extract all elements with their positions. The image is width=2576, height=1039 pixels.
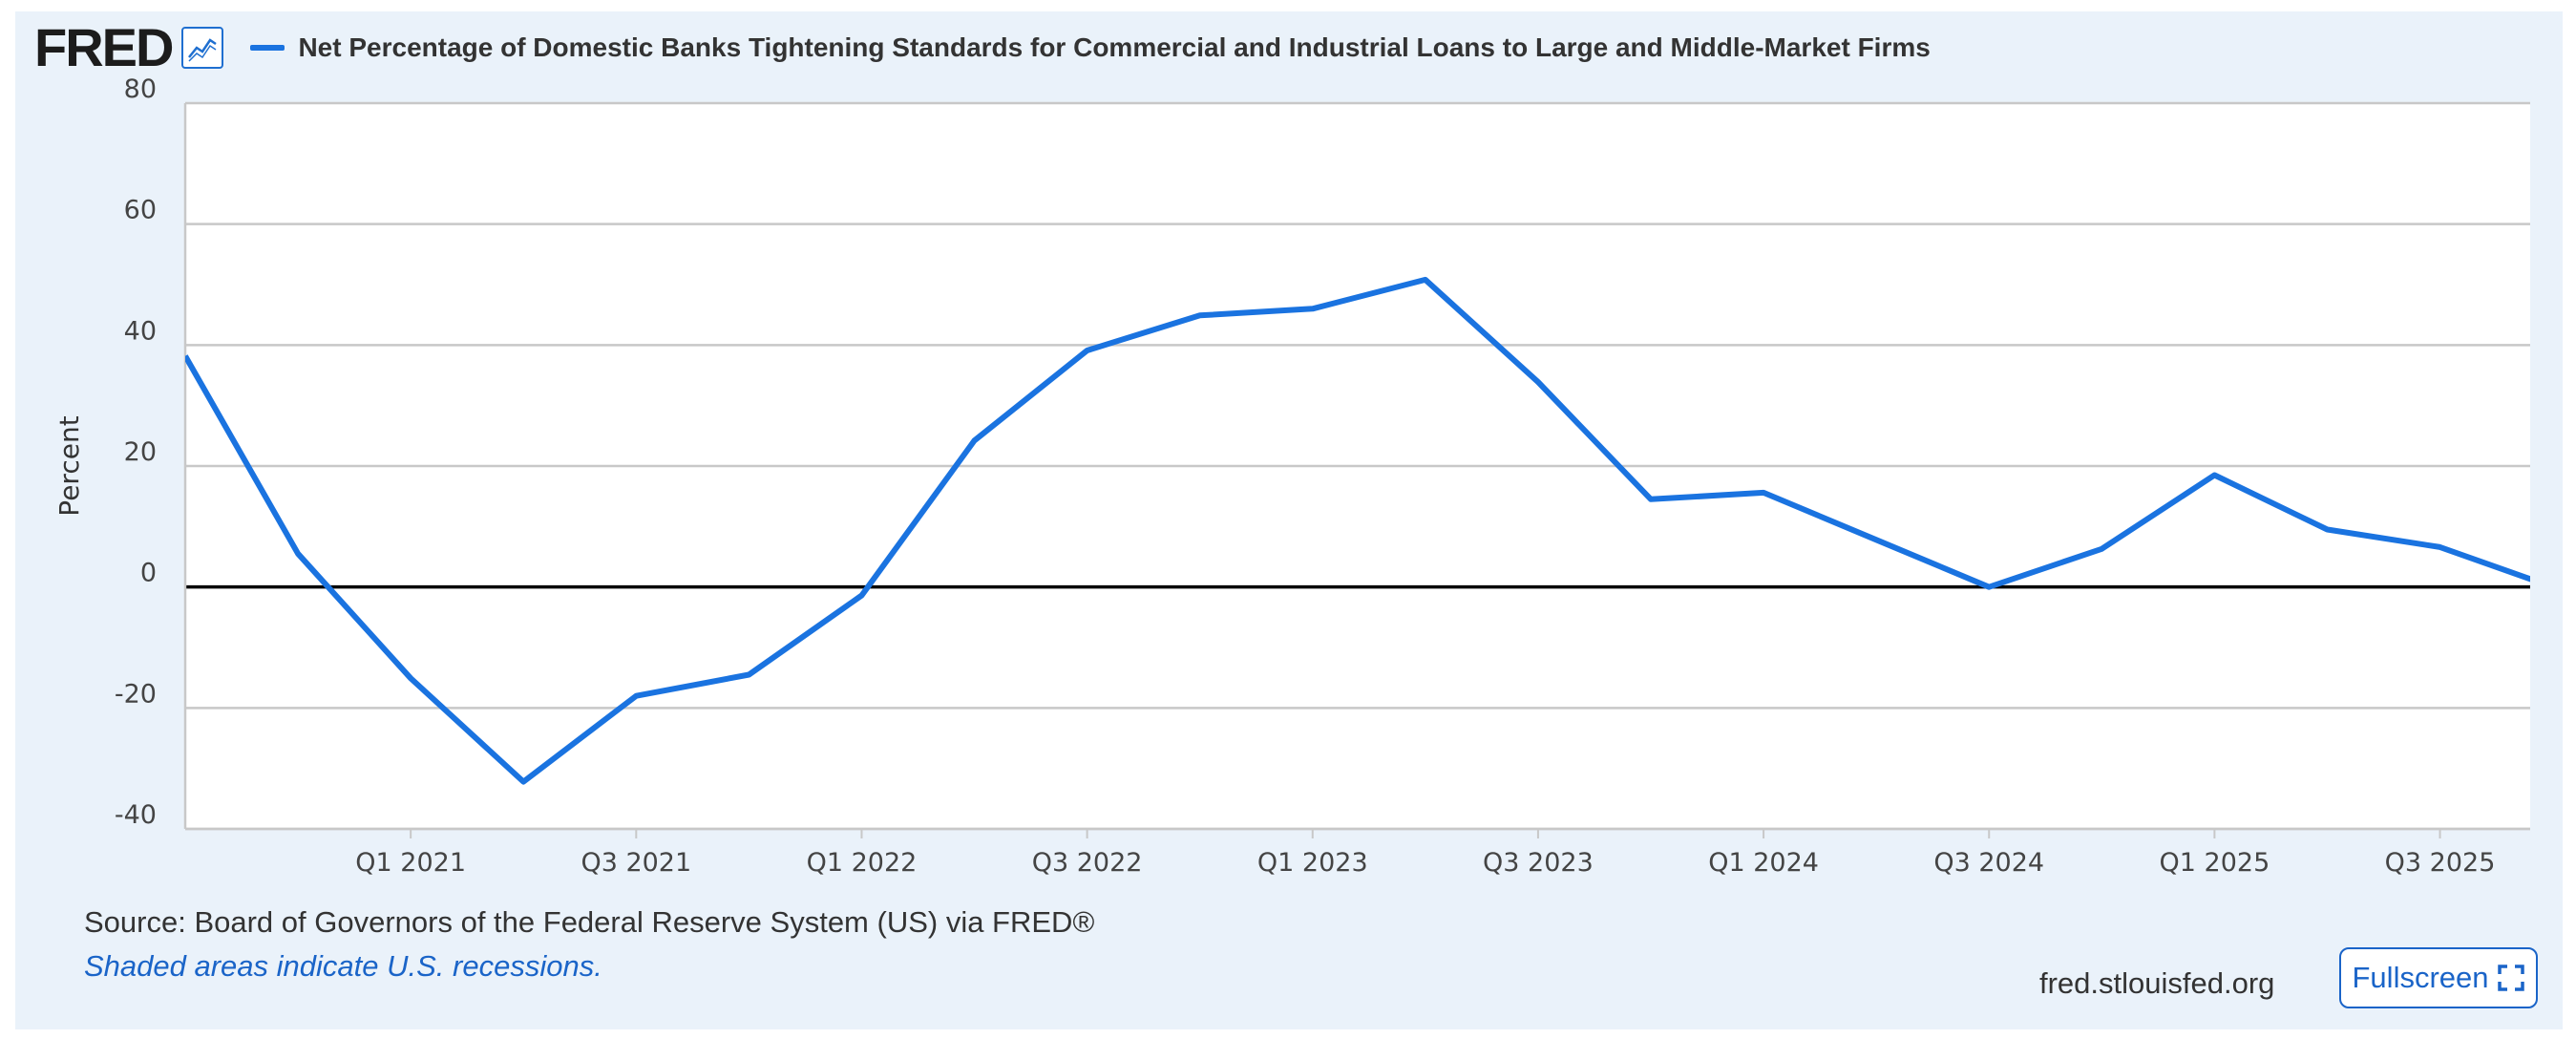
- y-tick-label: 0: [140, 559, 157, 588]
- source-text: Source: Board of Governors of the Federa…: [84, 905, 1095, 939]
- fullscreen-button[interactable]: Fullscreen: [2339, 947, 2538, 1008]
- x-tick-label: Q3 2021: [581, 848, 691, 878]
- series-line[interactable]: [185, 276, 2553, 785]
- grid-lines: [185, 101, 2530, 831]
- x-tick-label: Q3 2023: [1483, 848, 1594, 878]
- y-tick-label: -20: [115, 679, 157, 709]
- x-tick-label: Q3 2022: [1032, 848, 1143, 878]
- y-tick-label: -40: [115, 800, 157, 830]
- y-tick-label: 80: [124, 74, 157, 104]
- x-tick-label: Q3 2025: [2385, 848, 2496, 878]
- series-layer: [184, 276, 2553, 785]
- legend-swatch: [250, 45, 285, 51]
- x-tick-label: Q3 2024: [1933, 848, 2044, 878]
- chart-header: FRED Net Percentage of Domestic Banks Ti…: [34, 21, 1931, 74]
- x-axis-ticks: Q1 2021 Q3 2021 Q1 2022 Q3 2022 Q1 2023 Q3 20…: [355, 829, 2495, 878]
- fullscreen-label: Fullscreen: [2352, 961, 2489, 994]
- x-tick-label: Q1 2025: [2160, 848, 2270, 878]
- x-tick-label: Q1 2024: [1708, 848, 1819, 878]
- x-tick-label: Q1 2023: [1257, 848, 1368, 878]
- y-tick-label: 60: [124, 196, 157, 225]
- x-tick-label: Q1 2022: [807, 848, 918, 878]
- graph-icon: [181, 27, 224, 69]
- y-axis-ticks: 80 60 40 20 0 -20 -40: [115, 74, 157, 830]
- y-tick-label: 20: [124, 437, 157, 467]
- expand-icon: [2497, 964, 2525, 992]
- axes: [183, 103, 2530, 831]
- x-tick-label: Q1 2021: [355, 848, 466, 878]
- site-link[interactable]: fred.stlouisfed.org: [2039, 966, 2275, 1000]
- line-chart: 80 60 40 20 0 -20 -40 Q1 2021 Q3 2021 Q1 2022 Q3 …: [53, 74, 2553, 878]
- y-axis-label: Percent: [53, 415, 85, 516]
- fred-logo[interactable]: FRED: [34, 17, 174, 77]
- recession-note[interactable]: Shaded areas indicate U.S. recessions.: [84, 949, 602, 983]
- chart-title: Net Percentage of Domestic Banks Tighten…: [298, 32, 1931, 62]
- y-tick-label: 40: [124, 316, 157, 346]
